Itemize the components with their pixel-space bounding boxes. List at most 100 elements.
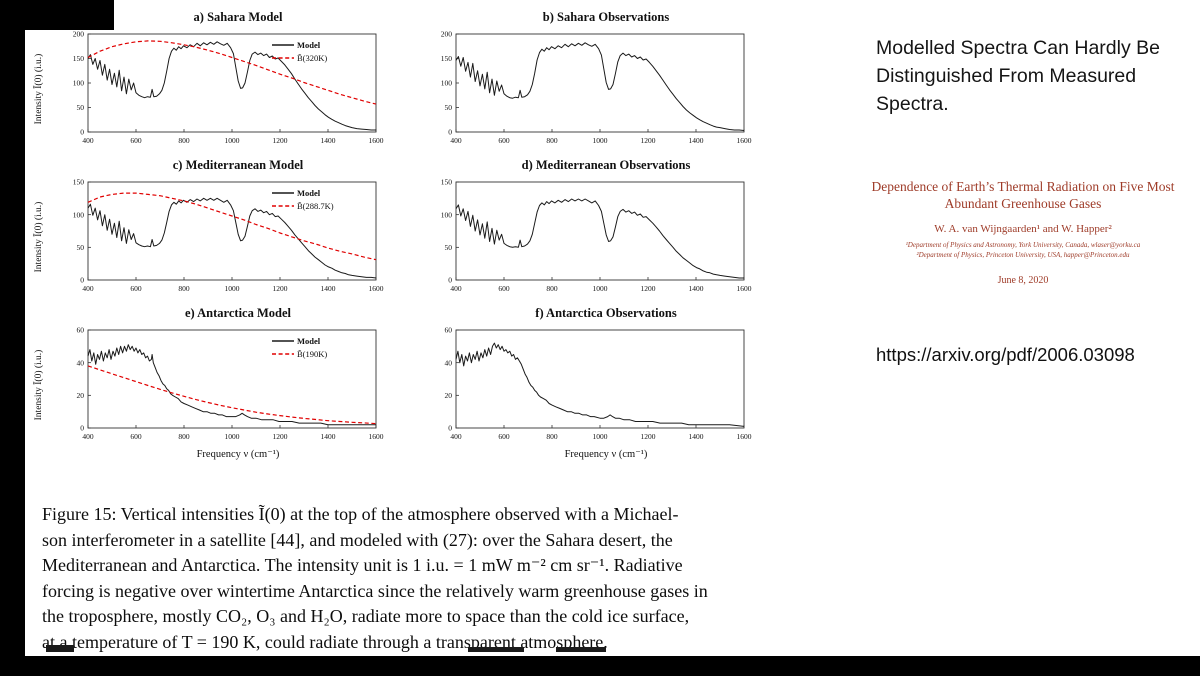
svg-text:1000: 1000 bbox=[225, 284, 240, 293]
caption-line: forcing is negative over wintertime Anta… bbox=[42, 580, 708, 601]
svg-text:600: 600 bbox=[130, 136, 142, 145]
chart-panel-mediterranean-observations: d) Mediterranean Observations 400 600 800 1… bbox=[416, 158, 786, 306]
svg-text:B̃(190K): B̃(190K) bbox=[297, 349, 327, 359]
svg-text:600: 600 bbox=[498, 432, 510, 441]
svg-text:0: 0 bbox=[80, 276, 84, 285]
paper-affiliation-2: ²Department of Physics, Princeton Univer… bbox=[916, 251, 1130, 259]
svg-text:150: 150 bbox=[441, 178, 453, 187]
figure-caption: Figure 15: Vertical intensities Ĩ(0) at … bbox=[42, 502, 890, 655]
video-ui-artifact bbox=[556, 647, 606, 652]
svg-text:1400: 1400 bbox=[321, 284, 336, 293]
svg-text:Model: Model bbox=[297, 40, 321, 50]
svg-text:40: 40 bbox=[77, 358, 85, 367]
caption-line: Mediterranean and Antarctica. The intens… bbox=[42, 555, 683, 575]
chart-panel-antarctica-observations: f) Antarctica Observations 400 600 800 1000… bbox=[416, 306, 786, 478]
spectrum-plot-mediterranean-observations: 400 600 800 1000 1200 1400 1600 0 50 100 150 bbox=[441, 178, 752, 293]
chart-panel-antarctica-model: e) Antarctica Model Intensity Ĩ(0) (i.u.… bbox=[34, 306, 416, 478]
svg-text:1400: 1400 bbox=[689, 284, 704, 293]
svg-text:0: 0 bbox=[80, 424, 84, 433]
svg-text:100: 100 bbox=[441, 210, 453, 219]
svg-text:B̃(288.7K): B̃(288.7K) bbox=[297, 201, 334, 211]
y-axis-label: Intensity Ĩ(0) (i.u.) bbox=[34, 201, 44, 273]
svg-text:1200: 1200 bbox=[273, 136, 288, 145]
svg-text:800: 800 bbox=[178, 284, 190, 293]
paper-date: June 8, 2020 bbox=[997, 275, 1049, 286]
panel-title: b) Sahara Observations bbox=[542, 10, 670, 24]
svg-text:150: 150 bbox=[441, 54, 453, 63]
svg-text:50: 50 bbox=[445, 243, 453, 252]
x-axis-label: Frequency ν (cm⁻¹) bbox=[564, 449, 648, 460]
panel-title: d) Mediterranean Observations bbox=[521, 158, 691, 172]
chart-panel-mediterranean-model: c) Mediterranean Model Intensity Ĩ(0) (i… bbox=[34, 158, 416, 306]
svg-text:100: 100 bbox=[441, 79, 453, 88]
svg-text:0: 0 bbox=[80, 128, 84, 137]
svg-text:1400: 1400 bbox=[689, 136, 704, 145]
y-axis-label: Intensity Ĩ(0) (i.u.) bbox=[34, 53, 44, 125]
svg-text:100: 100 bbox=[73, 210, 85, 219]
svg-text:400: 400 bbox=[450, 432, 462, 441]
svg-text:60: 60 bbox=[445, 326, 453, 335]
chart-panel-sahara-observations: b) Sahara Observations 400 600 800 1000 1200… bbox=[416, 10, 786, 158]
svg-text:0: 0 bbox=[448, 276, 452, 285]
svg-text:1400: 1400 bbox=[321, 432, 336, 441]
spectrum-plot-antarctica-observations: 400 600 800 1000 1200 1400 1600 0 20 40 60 bbox=[445, 326, 752, 441]
video-ui-artifact bbox=[46, 645, 74, 652]
svg-text:20: 20 bbox=[445, 391, 453, 400]
chart-panel-sahara-model: a) Sahara Model Intensity Ĩ(0) (i.u.) 40… bbox=[34, 10, 416, 158]
svg-text:400: 400 bbox=[82, 432, 94, 441]
svg-text:0: 0 bbox=[448, 128, 452, 137]
svg-text:20: 20 bbox=[77, 391, 85, 400]
spectrum-plot-mediterranean-model: 400 600 800 1000 1200 1400 1600 0 50 100 150 Model B… bbox=[73, 178, 384, 293]
letterbox-bottom bbox=[0, 656, 1200, 676]
svg-text:1200: 1200 bbox=[641, 136, 656, 145]
svg-text:1000: 1000 bbox=[593, 432, 608, 441]
svg-text:1000: 1000 bbox=[593, 284, 608, 293]
video-ui-artifact bbox=[468, 647, 524, 652]
svg-text:100: 100 bbox=[73, 79, 85, 88]
caption-line: Figure 15: Vertical intensities Ĩ(0) at … bbox=[42, 504, 679, 524]
svg-text:800: 800 bbox=[178, 432, 190, 441]
svg-text:400: 400 bbox=[450, 284, 462, 293]
svg-text:800: 800 bbox=[178, 136, 190, 145]
spectrum-plot-sahara-model: 400 600 800 1000 1200 1400 1600 0 50 100 150 200 Mod… bbox=[73, 30, 384, 145]
svg-text:1600: 1600 bbox=[369, 284, 384, 293]
svg-text:1200: 1200 bbox=[641, 432, 656, 441]
panel-title: a) Sahara Model bbox=[193, 10, 283, 24]
arxiv-link: https://arxiv.org/pdf/2006.03098 bbox=[876, 344, 1135, 365]
svg-text:60: 60 bbox=[77, 326, 85, 335]
svg-text:40: 40 bbox=[445, 358, 453, 367]
svg-text:400: 400 bbox=[82, 136, 94, 145]
svg-text:1400: 1400 bbox=[689, 432, 704, 441]
svg-text:1000: 1000 bbox=[593, 136, 608, 145]
paper-title: Dependence of Earth’s Thermal Radiation … bbox=[871, 179, 1175, 211]
svg-text:600: 600 bbox=[498, 136, 510, 145]
caption-line: the troposphere, mostly CO₂, O₃ and H₂O,… bbox=[42, 606, 690, 626]
svg-text:1600: 1600 bbox=[737, 136, 752, 145]
paper-authors: W. A. van Wijngaarden¹ and W. Happer² bbox=[934, 223, 1112, 235]
paper-title-block: Dependence of Earth’s Thermal Radiation … bbox=[845, 178, 1200, 286]
svg-text:1200: 1200 bbox=[641, 284, 656, 293]
svg-text:400: 400 bbox=[450, 136, 462, 145]
svg-text:1600: 1600 bbox=[369, 432, 384, 441]
svg-text:50: 50 bbox=[77, 243, 85, 252]
svg-text:1400: 1400 bbox=[321, 136, 336, 145]
svg-text:800: 800 bbox=[546, 136, 558, 145]
svg-text:1600: 1600 bbox=[369, 136, 384, 145]
caption-line: son interferometer in a satellite [44], … bbox=[42, 529, 673, 550]
spectrum-plot-antarctica-model: 400 600 800 1000 1200 1400 1600 0 20 40 60 Model B̃(… bbox=[77, 326, 384, 441]
spectrum-plot-sahara-observations: 400 600 800 1000 1200 1400 1600 0 50 100 150 200 bbox=[441, 30, 752, 145]
svg-text:150: 150 bbox=[73, 178, 85, 187]
letterbox-top-left bbox=[0, 0, 114, 30]
svg-text:Model: Model bbox=[297, 188, 321, 198]
svg-text:200: 200 bbox=[73, 30, 85, 39]
svg-text:150: 150 bbox=[73, 54, 85, 63]
svg-text:400: 400 bbox=[82, 284, 94, 293]
y-axis-label: Intensity Ĩ(0) (i.u.) bbox=[34, 349, 44, 421]
panel-title: c) Mediterranean Model bbox=[172, 158, 304, 172]
svg-text:1000: 1000 bbox=[225, 432, 240, 441]
svg-text:1200: 1200 bbox=[273, 284, 288, 293]
svg-text:600: 600 bbox=[130, 284, 142, 293]
svg-text:800: 800 bbox=[546, 432, 558, 441]
svg-text:Model: Model bbox=[297, 336, 321, 346]
